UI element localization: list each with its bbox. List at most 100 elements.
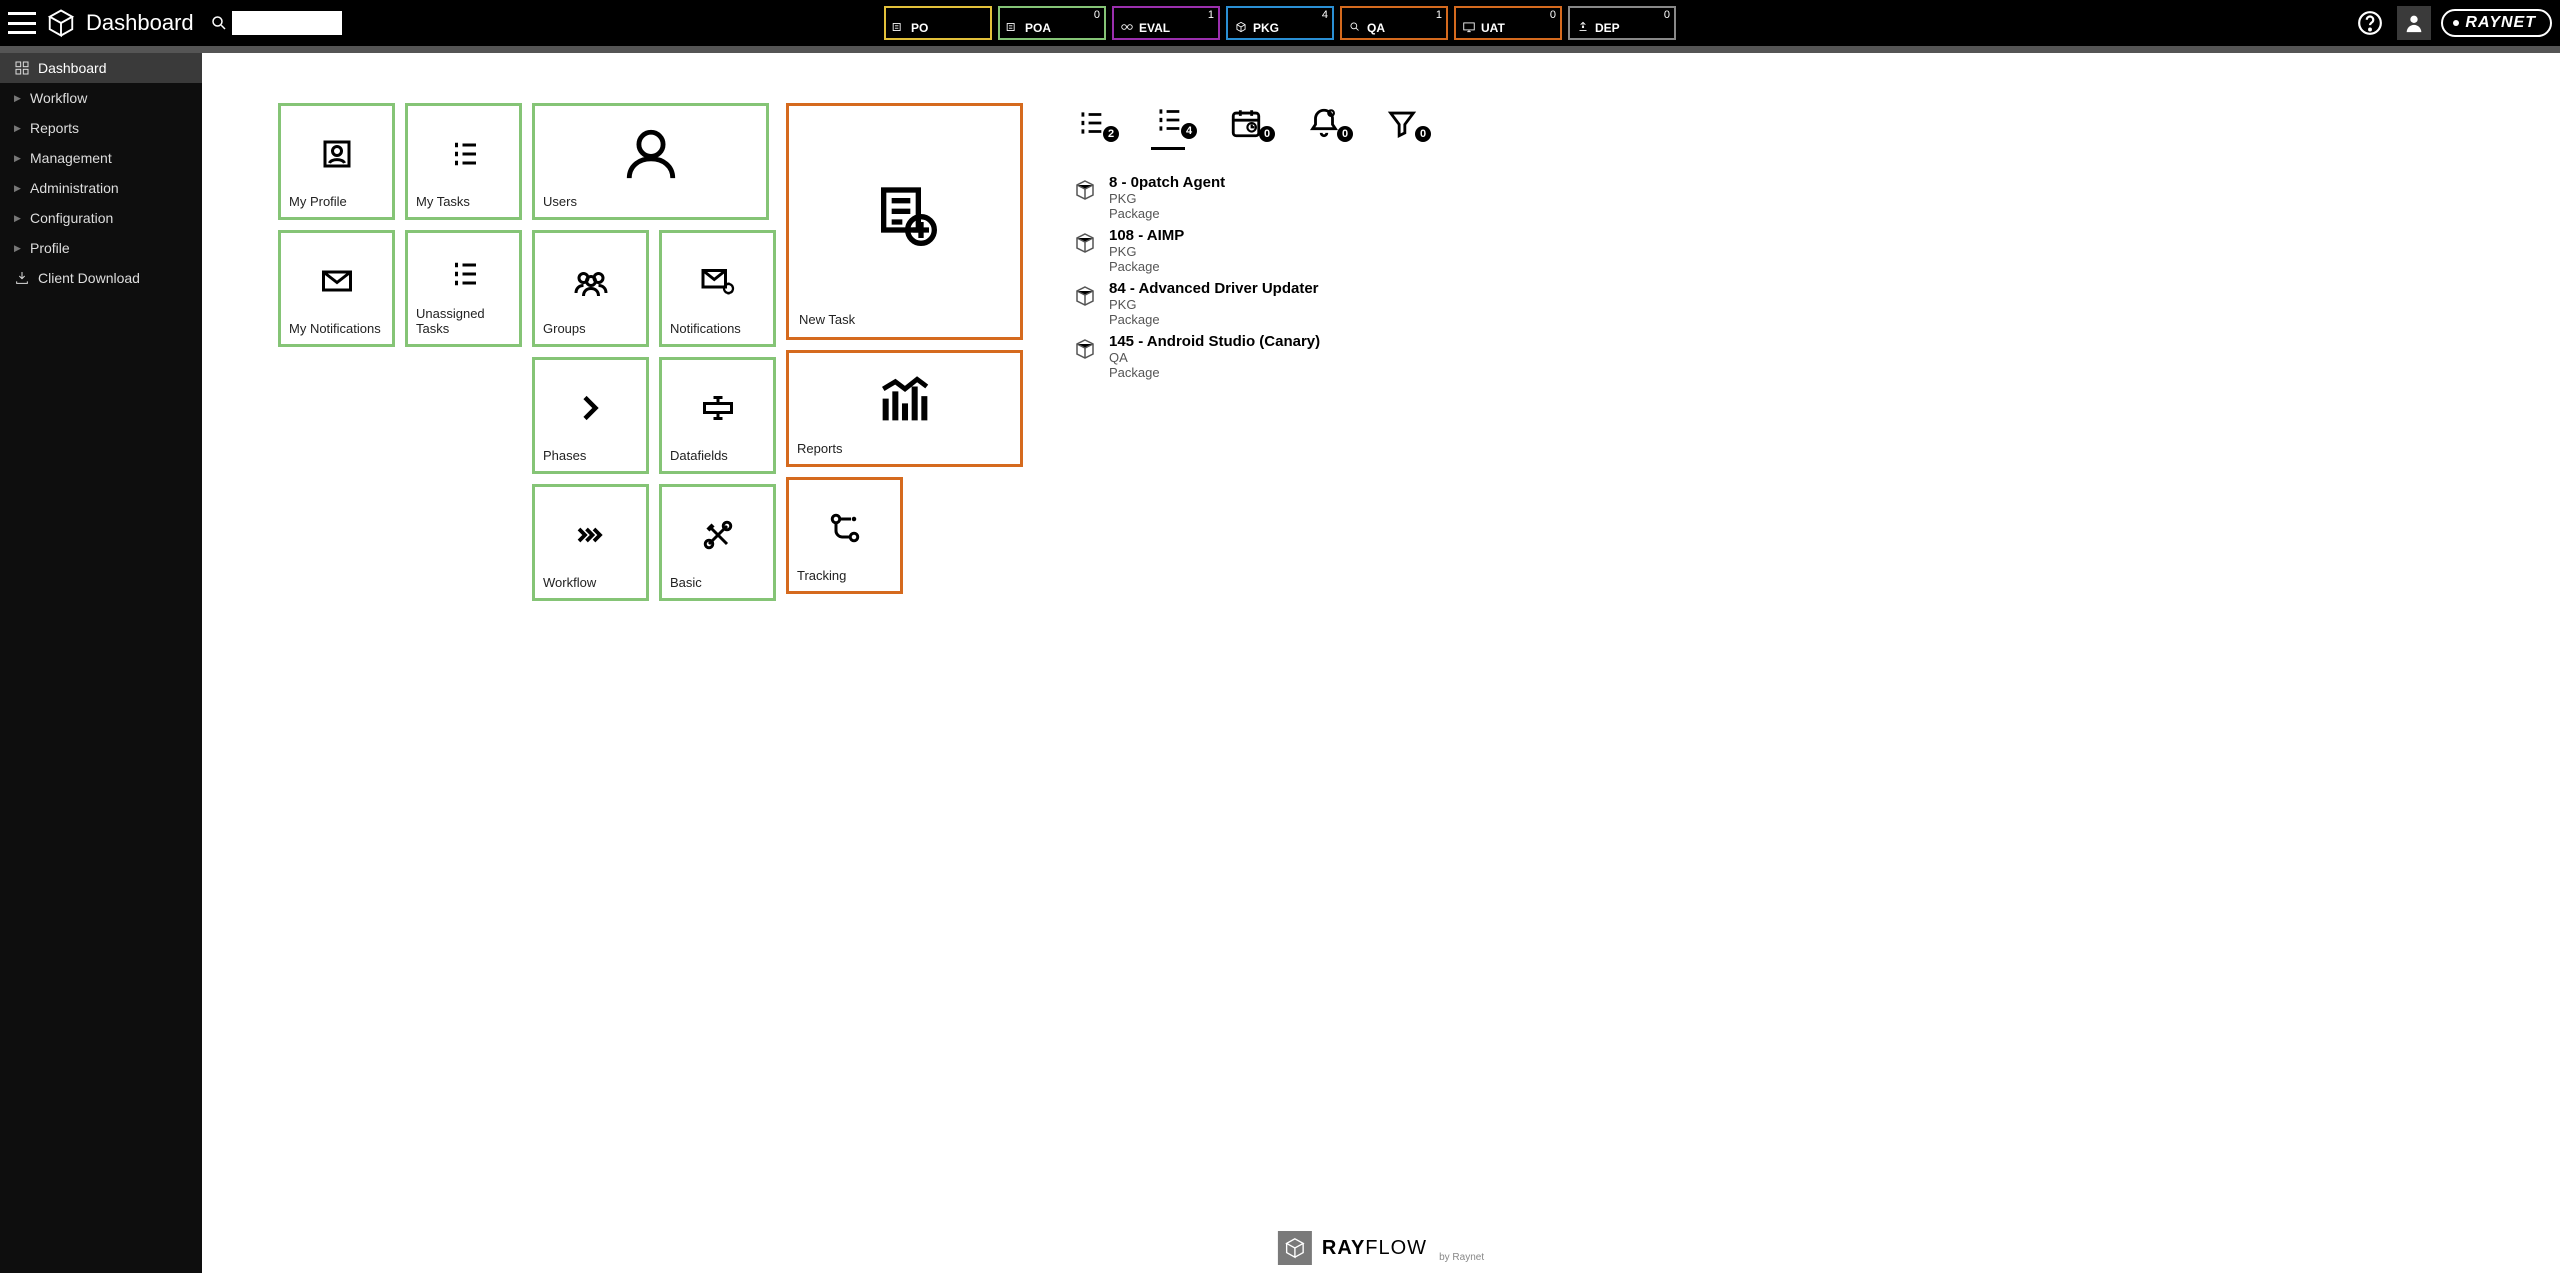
sidebar-item-profile[interactable]: ▶Profile bbox=[0, 233, 202, 263]
topbar: Dashboard PO POA 0 EVAL 1 PKG 4 QA 1 UAT… bbox=[0, 0, 2560, 46]
task-type: Package bbox=[1109, 206, 1225, 221]
list-icon bbox=[1151, 103, 1185, 137]
chevron-right-icon: ▶ bbox=[14, 123, 22, 134]
rp-tab-badge: 2 bbox=[1103, 126, 1119, 142]
mail-icon bbox=[289, 241, 384, 321]
sidebar-item-configuration[interactable]: ▶Configuration bbox=[0, 203, 202, 233]
footer-logo: RAYFLOW by Raynet bbox=[1278, 1231, 1484, 1265]
phase-icon bbox=[1120, 20, 1134, 34]
phase-box-pkg[interactable]: PKG 4 bbox=[1226, 6, 1334, 40]
phase-box-uat[interactable]: UAT 0 bbox=[1454, 6, 1562, 40]
task-phase: QA bbox=[1109, 350, 1320, 365]
search-input[interactable] bbox=[232, 11, 342, 35]
tile-phases[interactable]: Phases bbox=[532, 357, 649, 474]
rp-tab-badge: 0 bbox=[1259, 126, 1275, 142]
tile-my-profile[interactable]: My Profile bbox=[278, 103, 395, 220]
sidebar-item-dashboard[interactable]: Dashboard bbox=[0, 53, 202, 83]
task-text: 8 - 0patch Agent PKG Package bbox=[1109, 174, 1225, 221]
rp-tab-3[interactable]: 0 bbox=[1307, 106, 1341, 150]
task-phase: PKG bbox=[1109, 297, 1319, 312]
rp-tab-0[interactable]: 2 bbox=[1073, 106, 1107, 150]
phase-count: 4 bbox=[1322, 9, 1328, 21]
package-icon bbox=[1073, 227, 1097, 260]
task-item[interactable]: 8 - 0patch Agent PKG Package bbox=[1073, 174, 1493, 221]
rp-tab-2[interactable]: 0 bbox=[1229, 106, 1263, 150]
footer-brand-2: FLOW bbox=[1365, 1237, 1427, 1259]
phase-count: 0 bbox=[1664, 9, 1670, 21]
tile-column: My Tasks Unassigned Tasks bbox=[405, 103, 522, 347]
rp-tab-1[interactable]: 4 bbox=[1151, 103, 1185, 150]
tile-my-notifications[interactable]: My Notifications bbox=[278, 230, 395, 347]
help-icon bbox=[2357, 10, 2383, 36]
mail-gear-icon bbox=[670, 241, 765, 321]
tile-groups[interactable]: Groups bbox=[532, 230, 649, 347]
sidebar-item-management[interactable]: ▶Management bbox=[0, 143, 202, 173]
chevron-right-icon: ▶ bbox=[14, 153, 22, 164]
sidebar-item-workflow[interactable]: ▶Workflow bbox=[0, 83, 202, 113]
phase-label: PKG bbox=[1253, 21, 1279, 35]
bell-icon bbox=[1307, 106, 1341, 140]
help-button[interactable] bbox=[2353, 6, 2387, 40]
user-button[interactable] bbox=[2397, 6, 2431, 40]
tile-new-task[interactable]: New Task bbox=[786, 103, 1023, 340]
phase-box-qa[interactable]: QA 1 bbox=[1340, 6, 1448, 40]
task-item[interactable]: 145 - Android Studio (Canary) QA Package bbox=[1073, 333, 1493, 380]
chart-icon bbox=[797, 361, 1012, 441]
topbar-strip bbox=[0, 46, 2560, 53]
tile-notifications[interactable]: Notifications bbox=[659, 230, 776, 347]
tile-my-tasks[interactable]: My Tasks bbox=[405, 103, 522, 220]
sidebar-item-label: Profile bbox=[30, 240, 70, 256]
tile-datafields[interactable]: Datafields bbox=[659, 357, 776, 474]
rp-tab-badge: 0 bbox=[1337, 126, 1353, 142]
rp-tab-4[interactable]: 0 bbox=[1385, 106, 1419, 150]
chevrons-icon bbox=[543, 368, 638, 448]
sidebar-item-label: Workflow bbox=[30, 90, 87, 106]
phase-count: 0 bbox=[1550, 9, 1556, 21]
sidebar: Dashboard▶Workflow▶Reports▶Management▶Ad… bbox=[0, 53, 202, 1273]
tile-label: Datafields bbox=[670, 448, 765, 463]
tile-label: My Tasks bbox=[416, 194, 511, 209]
task-item[interactable]: 84 - Advanced Driver Updater PKG Package bbox=[1073, 280, 1493, 327]
brand-text: raynet bbox=[2465, 14, 2536, 32]
sidebar-item-label: Client Download bbox=[38, 270, 140, 286]
brand-logo[interactable]: raynet bbox=[2441, 9, 2552, 37]
rp-tab-badge: 4 bbox=[1181, 123, 1197, 139]
sidebar-item-reports[interactable]: ▶Reports bbox=[0, 113, 202, 143]
phase-box-dep[interactable]: DEP 0 bbox=[1568, 6, 1676, 40]
tile-users[interactable]: Users bbox=[532, 103, 769, 220]
sidebar-item-client-download[interactable]: Client Download bbox=[0, 263, 202, 293]
tile-unassigned-tasks[interactable]: Unassigned Tasks bbox=[405, 230, 522, 347]
groups-icon bbox=[543, 241, 638, 321]
phase-box-eval[interactable]: EVAL 1 bbox=[1112, 6, 1220, 40]
task-type: Package bbox=[1109, 312, 1319, 327]
tile-column: New Task Reports Tracking bbox=[786, 103, 1023, 594]
task-list: 8 - 0patch Agent PKG Package 108 - AIMP … bbox=[1073, 174, 1493, 380]
phase-icon bbox=[1462, 20, 1476, 34]
task-item[interactable]: 108 - AIMP PKG Package bbox=[1073, 227, 1493, 274]
tile-label: My Notifications bbox=[289, 321, 384, 336]
tile-workflow[interactable]: Workflow bbox=[532, 484, 649, 601]
tile-label: Basic bbox=[670, 575, 765, 590]
tile-tracking[interactable]: Tracking bbox=[786, 477, 903, 594]
phase-label: POA bbox=[1025, 21, 1051, 35]
tracking-icon bbox=[797, 488, 892, 568]
user-icon bbox=[2403, 12, 2425, 34]
tile-basic[interactable]: Basic bbox=[659, 484, 776, 601]
phase-label: EVAL bbox=[1139, 21, 1170, 35]
tile-label: Notifications bbox=[670, 321, 765, 336]
tools-icon bbox=[670, 495, 765, 575]
tile-label: Groups bbox=[543, 321, 638, 336]
footer-brand-1: RAY bbox=[1322, 1237, 1365, 1259]
footer-logo-icon bbox=[1278, 1231, 1312, 1265]
tile-label: Tracking bbox=[797, 568, 892, 583]
phase-box-poa[interactable]: POA 0 bbox=[998, 6, 1106, 40]
phase-box-po[interactable]: PO bbox=[884, 6, 992, 40]
tile-reports[interactable]: Reports bbox=[786, 350, 1023, 467]
tile-column: My Profile My Notifications bbox=[278, 103, 395, 347]
right-panel-tabs: 2 4 0 0 0 bbox=[1073, 103, 1493, 156]
phase-label: UAT bbox=[1481, 21, 1505, 35]
user-icon bbox=[543, 114, 758, 194]
sidebar-item-administration[interactable]: ▶Administration bbox=[0, 173, 202, 203]
phase-icon bbox=[1234, 20, 1248, 34]
menu-toggle[interactable] bbox=[8, 12, 36, 34]
